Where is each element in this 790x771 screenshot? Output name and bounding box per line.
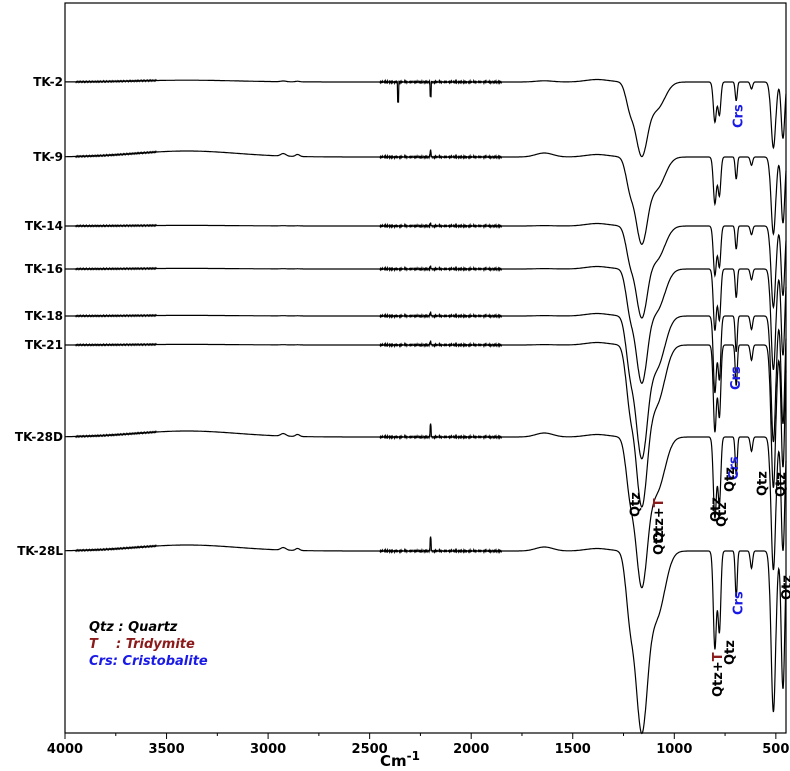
- legend-entry-t: T : Tridymite: [89, 637, 195, 652]
- spectrum-line-tk-28l: [65, 536, 787, 735]
- legend: Qtz : Quartz T : Tridymite Crs: Cristobali…: [89, 620, 208, 669]
- peak-label: Qtz: [756, 471, 771, 496]
- series-label-tk-28l: TK-28L: [17, 544, 63, 558]
- x-axis-label-exponent: -1: [407, 749, 420, 763]
- peak-label: Qtz: [780, 575, 790, 600]
- x-tick-label: 3500: [148, 742, 184, 757]
- spectrum-line-tk-16: [65, 265, 787, 385]
- x-tick-label: 4000: [47, 742, 83, 757]
- peak-label: Crs: [731, 104, 746, 128]
- spectra-group: [65, 78, 787, 735]
- spectrum-line-tk-14: [65, 222, 787, 319]
- peak-label: Qtz: [774, 472, 789, 497]
- legend-entry-qtz: Qtz : Quartz: [89, 620, 178, 635]
- spectrum-line-tk-9: [65, 149, 787, 245]
- peak-label: Qtz: [723, 467, 738, 492]
- peak-label: Crs: [731, 591, 746, 615]
- x-tick-label: 1000: [656, 742, 692, 757]
- peak-label: Qtz: [629, 492, 644, 517]
- series-label-tk-28d: TK-28D: [15, 430, 63, 444]
- x-tick-label: 2000: [453, 742, 489, 757]
- peak-label: Qtz+T: [652, 498, 667, 543]
- spectrum-line-tk-2: [65, 78, 787, 158]
- x-axis-ticks: 4000 3500 3000 2500 2000 1500 1000 500: [47, 733, 789, 757]
- peak-label: Crs: [727, 456, 742, 480]
- peak-label-tridymite: T: [711, 652, 726, 661]
- series-label-tk-21: TK-21: [25, 338, 63, 352]
- peak-label: Qtz: [709, 497, 724, 522]
- series-label-tk-18: TK-18: [25, 309, 63, 323]
- peak-label-tridymite: T: [652, 498, 667, 507]
- spectrum-line-tk-28d: [65, 423, 787, 589]
- peak-label: Qtz: [723, 640, 738, 665]
- legend-entry-crs: Crs: Cristobalite: [89, 654, 208, 669]
- peak-label: Qtz: [652, 530, 667, 555]
- peak-label: Qtz: [715, 502, 730, 527]
- series-label-tk-2: TK-2: [33, 75, 63, 89]
- x-tick-label: 1500: [555, 742, 591, 757]
- spectrum-line-tk-21: [65, 340, 787, 508]
- series-label-tk-9: TK-9: [33, 150, 63, 164]
- sample-labels: TK-2 TK-9 TK-14 TK-16 TK-18 TK-21 TK-28D TK-28L: [15, 75, 63, 558]
- series-label-tk-14: TK-14: [25, 219, 63, 233]
- peak-label: Crs: [729, 366, 744, 390]
- x-axis-label: Cm-1: [380, 749, 420, 770]
- spectrum-line-tk-18: [65, 311, 787, 460]
- x-tick-label: 500: [762, 742, 789, 757]
- plot-frame: [64, 2, 787, 734]
- x-tick-label: 2500: [352, 742, 388, 757]
- peak-label: Qtz+T: [711, 652, 726, 697]
- series-label-tk-16: TK-16: [25, 262, 63, 276]
- x-tick-label: 3000: [250, 742, 286, 757]
